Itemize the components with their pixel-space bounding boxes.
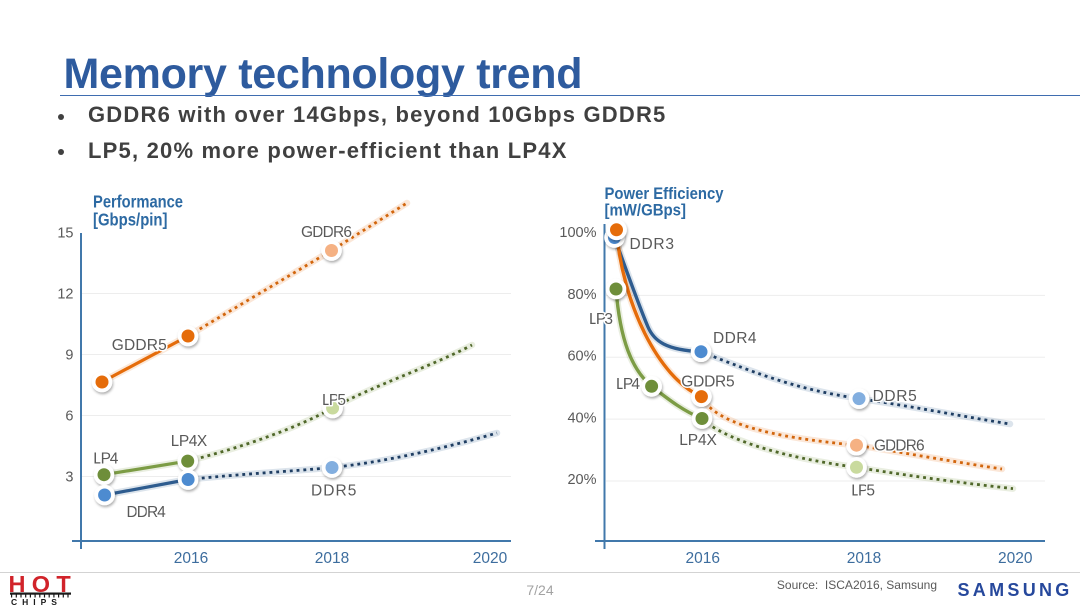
svg-text:3: 3: [65, 470, 73, 486]
svg-text:100%: 100%: [559, 225, 596, 241]
svg-text:20%: 20%: [567, 472, 596, 488]
svg-text:DDR5: DDR5: [311, 483, 356, 500]
svg-text:80%: 80%: [567, 287, 596, 303]
svg-text:Performance: Performance: [93, 191, 183, 211]
svg-text:LP4: LP4: [616, 376, 640, 393]
svg-text:2020: 2020: [998, 550, 1033, 567]
svg-text:LP3: LP3: [589, 311, 613, 328]
svg-text:GDDR5: GDDR5: [681, 374, 734, 391]
svg-text:[mW/GBps]: [mW/GBps]: [605, 202, 687, 220]
svg-text:2020: 2020: [473, 550, 508, 567]
svg-text:DDR4: DDR4: [713, 330, 757, 347]
svg-text:HOT: HOT: [9, 571, 78, 597]
svg-text:LP4: LP4: [93, 451, 119, 468]
svg-text:GDDR6: GDDR6: [301, 224, 352, 241]
svg-text:15: 15: [57, 226, 73, 242]
svg-text:DDR5: DDR5: [873, 388, 917, 405]
svg-text:LP5: LP5: [851, 483, 875, 500]
svg-text:60%: 60%: [567, 349, 596, 365]
svg-text:Power Efficiency: Power Efficiency: [605, 185, 725, 203]
svg-text:9: 9: [65, 348, 73, 364]
svg-text:40%: 40%: [567, 410, 596, 426]
svg-text:2016: 2016: [685, 550, 719, 567]
svg-text:CHIPS: CHIPS: [11, 597, 62, 607]
svg-text:DDR4: DDR4: [127, 504, 167, 521]
svg-text:GDDR5: GDDR5: [112, 337, 167, 354]
svg-text:2016: 2016: [174, 550, 208, 567]
svg-text:2018: 2018: [847, 550, 881, 567]
svg-text:GDDR6: GDDR6: [874, 438, 925, 455]
svg-text:[Gbps/pin]: [Gbps/pin]: [93, 209, 168, 229]
svg-text:LP5: LP5: [322, 392, 346, 409]
svg-text:6: 6: [65, 409, 73, 425]
svg-text:LP4X: LP4X: [171, 433, 208, 450]
svg-text:LP4X: LP4X: [679, 432, 717, 449]
svg-text:2018: 2018: [315, 550, 349, 567]
svg-text:DDR3: DDR3: [630, 236, 675, 253]
svg-text:12: 12: [57, 287, 73, 303]
